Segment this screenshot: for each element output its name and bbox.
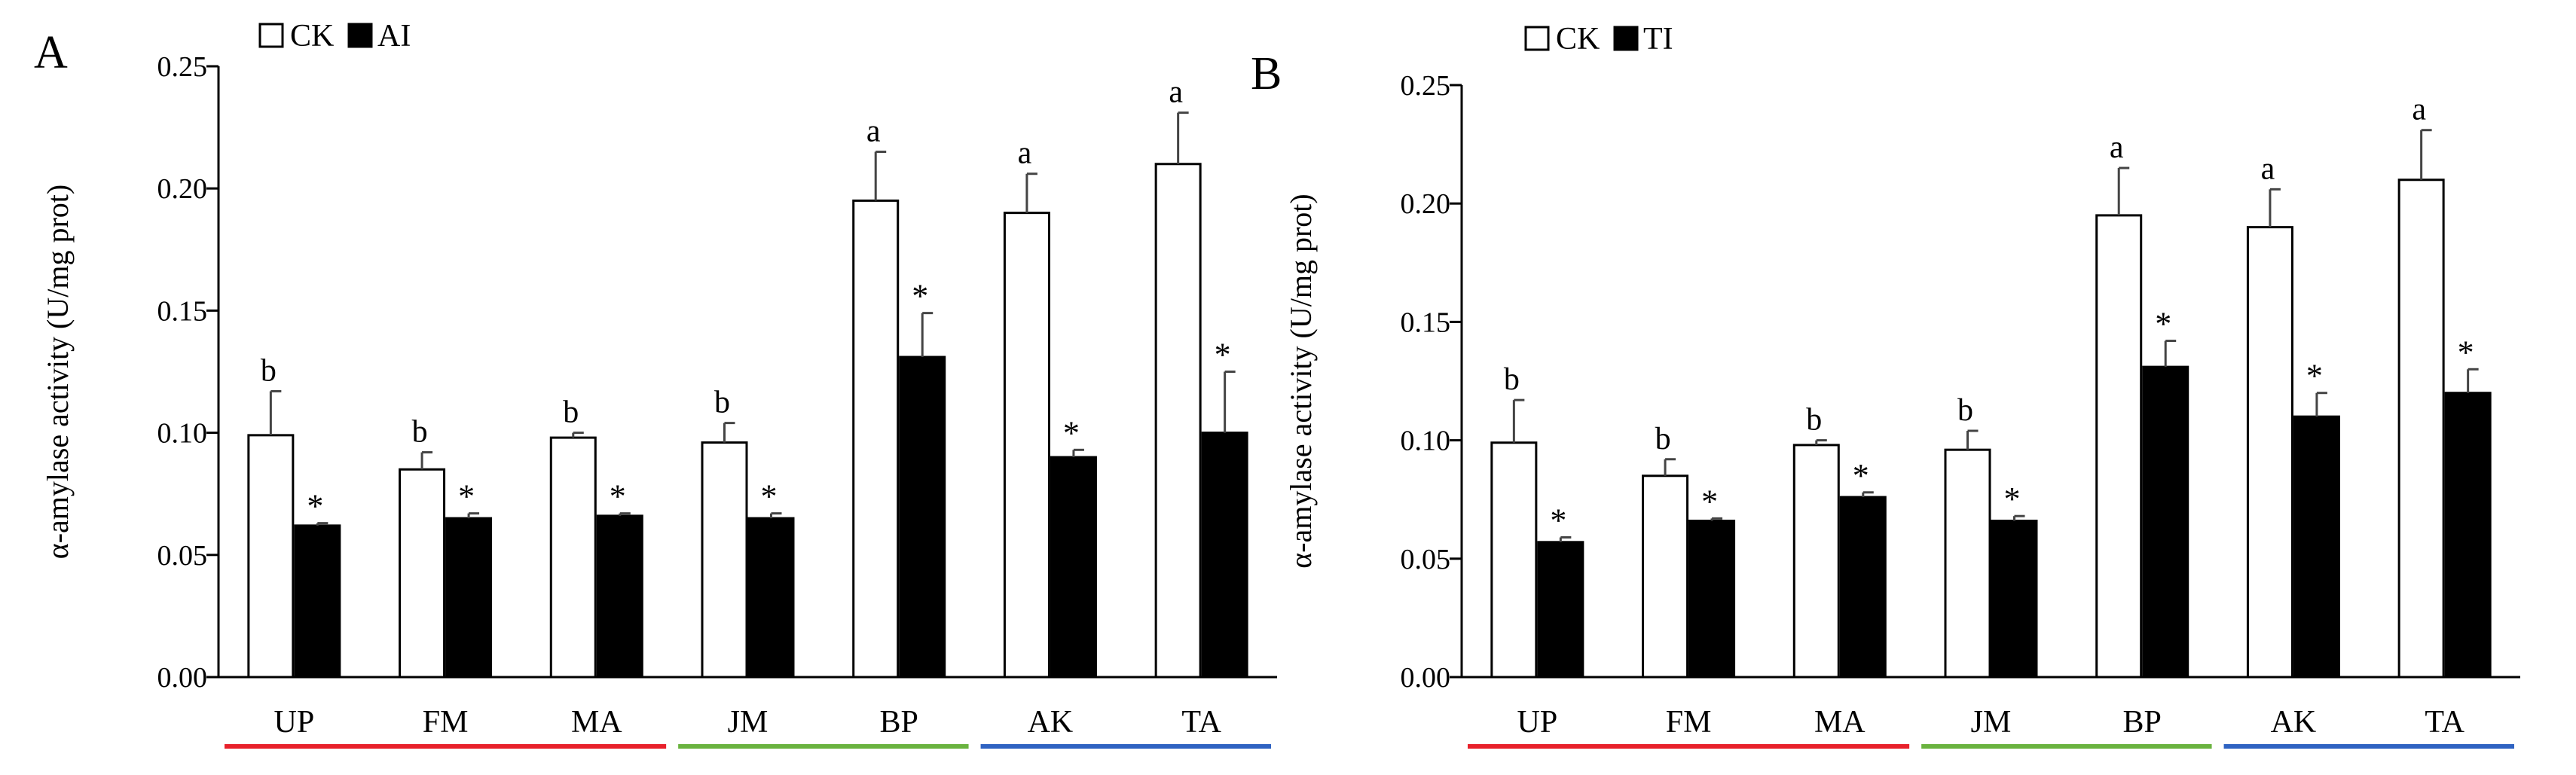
y-tick-label: 0.15 [157, 295, 208, 327]
bar-ti-ma [1839, 496, 1887, 679]
legend-label-treatment: TI [1643, 22, 1673, 56]
significance-label: * [1550, 502, 1566, 539]
significance-label: * [2306, 358, 2323, 395]
y-tick-label: 0.25 [157, 51, 208, 83]
category-label-ta: TA [2425, 705, 2464, 740]
significance-label: * [761, 478, 778, 515]
legend-label-ck: CK [1556, 22, 1600, 56]
significance-label: a [1018, 136, 1032, 171]
bar-ti-up [1537, 541, 1584, 679]
significance-label: * [2004, 481, 2021, 517]
significance-label: * [1063, 414, 1080, 451]
significance-label: * [1701, 483, 1718, 520]
y-axis-label: α-amylase activity (U/mg prot) [41, 185, 75, 559]
y-tick-label: 0.20 [157, 173, 208, 205]
significance-label: * [2155, 306, 2171, 343]
significance-label: b [714, 386, 730, 420]
y-tick-label: 0.25 [1401, 70, 1451, 102]
significance-label: b [261, 353, 277, 388]
y-tick-label: 0.10 [157, 418, 208, 450]
significance-label: b [1655, 422, 1671, 456]
bar-ai-ma [596, 514, 643, 679]
category-label-ta: TA [1181, 705, 1221, 740]
y-tick-label: 0.20 [1401, 188, 1451, 220]
bar-ti-jm [1991, 519, 2038, 679]
bar-ck-fm [1642, 474, 1689, 679]
chart-panel-b: B 0.00 0.05 0.10 0.15 0.20 0.25 α-amylase activ… [1251, 22, 2520, 749]
bar-ck-jm [701, 441, 748, 679]
bar-ti-fm [1688, 519, 1736, 679]
significance-label: * [307, 488, 323, 525]
significance-label: * [1853, 457, 1869, 494]
y-tick-label: 0.00 [1401, 662, 1451, 694]
significance-label: a [2110, 130, 2124, 165]
bar-ck-ma [1792, 444, 1840, 679]
category-label-jm: JM [728, 705, 769, 740]
panel-label: B [1251, 48, 1282, 99]
bar-ai-ak [1050, 456, 1097, 679]
bar-ai-jm [747, 517, 795, 679]
bar-ck-bp [852, 199, 900, 679]
y-tick-label: 0.10 [1401, 426, 1451, 457]
significance-label: * [458, 478, 475, 515]
significance-label: * [610, 478, 626, 515]
y-axis-label: α-amylase activity (U/mg prot) [1284, 194, 1318, 568]
bar-ck-up [1490, 441, 1538, 679]
legend-label-treatment: AI [377, 19, 411, 53]
bar-ck-bp [2095, 214, 2143, 679]
bar-ck-ta [1154, 163, 1202, 679]
legend-swatch-ck [258, 23, 284, 48]
significance-label: b [563, 395, 579, 430]
y-tick-label: 0.15 [1401, 307, 1451, 338]
y-tick-label: 0.00 [157, 662, 208, 694]
bar-ai-up [294, 524, 341, 679]
category-label-jm: JM [1971, 705, 2012, 740]
y-tick-label: 0.05 [157, 540, 208, 572]
category-label-ak: AK [1028, 705, 1074, 740]
bar-ti-ak [2293, 415, 2340, 679]
legend-swatch-treatment [1613, 26, 1639, 51]
category-label-ma: MA [1814, 705, 1866, 740]
legend-swatch-treatment [347, 23, 373, 48]
significance-label: a [1169, 75, 1183, 110]
bar-ck-ak [1003, 212, 1050, 679]
bar-ck-fm [399, 468, 446, 679]
category-label-up: UP [1517, 705, 1558, 740]
category-label-bp: BP [2123, 705, 2162, 740]
category-label-up: UP [274, 705, 315, 740]
significance-label: a [2261, 151, 2275, 186]
category-label-ak: AK [2271, 705, 2317, 740]
bar-ai-fm [445, 517, 493, 679]
legend-label-ck: CK [290, 19, 334, 53]
significance-label: * [912, 278, 928, 315]
bar-ai-bp [899, 355, 946, 679]
chart-panel-a: A 0.00 0.05 0.10 0.15 0.20 0.25 α-amylase activ… [34, 19, 1277, 749]
significance-label: b [412, 415, 428, 450]
bar-ai-ta [1201, 432, 1248, 679]
bar-ck-ak [2246, 226, 2293, 679]
significance-label: * [2458, 334, 2474, 371]
bar-ck-ma [549, 436, 597, 679]
significance-label: * [1215, 337, 1231, 374]
significance-label: a [866, 114, 881, 149]
bar-ck-up [247, 434, 295, 679]
significance-label: b [1806, 403, 1822, 438]
significance-label: b [1957, 393, 1973, 428]
bar-ck-jm [1944, 448, 1991, 679]
category-label-bp: BP [880, 705, 918, 740]
category-label-ma: MA [571, 705, 622, 740]
legend-swatch-ck [1524, 26, 1550, 51]
panel-label: A [34, 27, 68, 78]
bar-ti-ta [2444, 392, 2492, 679]
significance-label: a [2412, 93, 2426, 127]
bar-ti-bp [2142, 365, 2189, 679]
category-label-fm: FM [423, 705, 469, 740]
category-label-fm: FM [1666, 705, 1712, 740]
significance-label: b [1504, 362, 1520, 397]
bar-ck-ta [2397, 178, 2445, 679]
y-tick-label: 0.05 [1401, 544, 1451, 575]
